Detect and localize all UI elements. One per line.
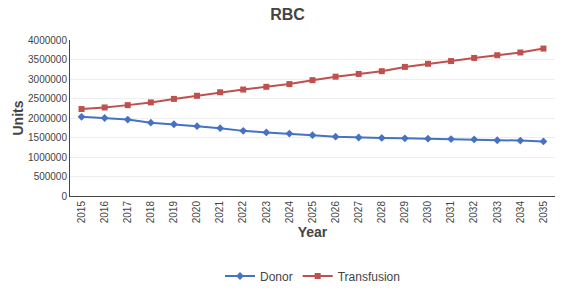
svg-text:2017: 2017 (122, 201, 133, 224)
svg-text:2034: 2034 (515, 201, 526, 224)
svg-text:Year: Year (298, 224, 328, 240)
svg-text:2033: 2033 (492, 201, 503, 224)
svg-text:4000000: 4000000 (28, 35, 67, 46)
svg-text:0: 0 (61, 191, 67, 202)
svg-text:2025: 2025 (307, 201, 318, 224)
svg-text:2021: 2021 (214, 201, 225, 224)
svg-text:2026: 2026 (330, 201, 341, 224)
svg-text:2035: 2035 (538, 201, 549, 224)
svg-text:2022: 2022 (237, 201, 248, 224)
svg-text:2031: 2031 (445, 201, 456, 224)
svg-text:2023: 2023 (261, 201, 272, 224)
svg-text:1500000: 1500000 (28, 132, 67, 143)
svg-text:3500000: 3500000 (28, 54, 67, 65)
svg-text:1000000: 1000000 (28, 152, 67, 163)
svg-text:2024: 2024 (284, 201, 295, 224)
svg-text:2020: 2020 (191, 201, 202, 224)
svg-text:2000000: 2000000 (28, 113, 67, 124)
svg-text:2029: 2029 (399, 201, 410, 224)
svg-text:2016: 2016 (99, 201, 110, 224)
svg-text:500000: 500000 (34, 171, 68, 182)
svg-text:2030: 2030 (422, 201, 433, 224)
svg-text:RBC: RBC (270, 6, 305, 23)
svg-text:2028: 2028 (376, 201, 387, 224)
svg-text:Donor: Donor (260, 270, 293, 284)
svg-text:2019: 2019 (168, 201, 179, 224)
svg-text:2500000: 2500000 (28, 93, 67, 104)
svg-text:3000000: 3000000 (28, 74, 67, 85)
svg-text:2015: 2015 (76, 201, 87, 224)
svg-text:2027: 2027 (353, 201, 364, 224)
svg-text:Transfusion: Transfusion (338, 270, 400, 284)
svg-text:2032: 2032 (468, 201, 479, 224)
svg-text:2018: 2018 (145, 201, 156, 224)
svg-text:Units: Units (10, 100, 26, 135)
